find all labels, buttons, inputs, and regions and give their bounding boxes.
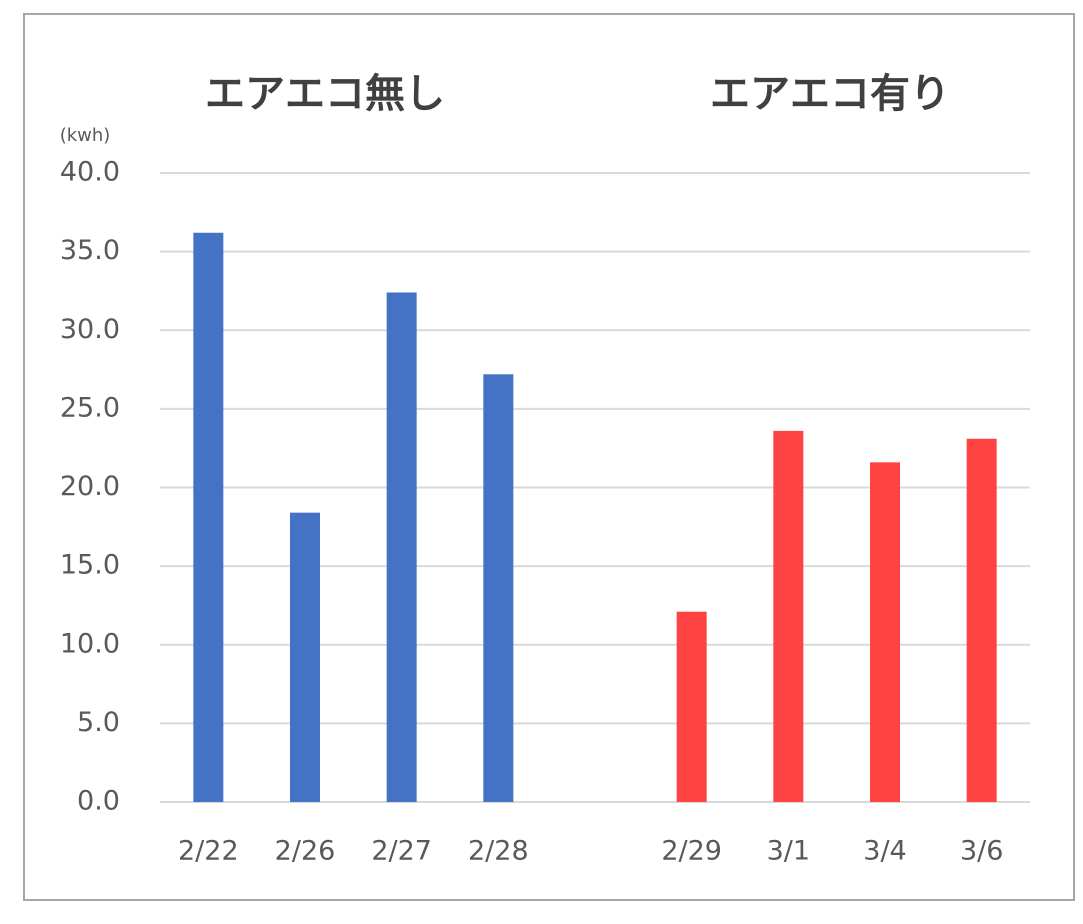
chart-frame [23, 13, 1075, 901]
y-tick-label: 20.0 [60, 471, 120, 502]
x-tick-label: 2/28 [468, 836, 529, 867]
y-tick-label: 30.0 [60, 314, 120, 345]
bar [773, 430, 804, 802]
y-tick-label: 35.0 [60, 235, 120, 266]
unit-label: (kwh) [60, 125, 111, 146]
bar [386, 292, 417, 802]
group-label: エアエコ無し [205, 71, 445, 117]
y-tick-label: 10.0 [60, 628, 120, 659]
bar [966, 438, 997, 802]
bar [193, 232, 224, 802]
x-tick-label: 3/1 [767, 836, 810, 867]
x-tick-label: 2/27 [371, 836, 432, 867]
y-tick-label: 40.0 [60, 157, 120, 188]
group-label: エアエコ有り [710, 71, 950, 117]
bar [483, 374, 514, 802]
x-tick-label: 2/29 [661, 836, 722, 867]
bar [290, 512, 320, 802]
x-tick-label: 3/6 [960, 836, 1003, 867]
x-tick-label: 2/22 [178, 836, 239, 867]
x-tick-label: 2/26 [275, 836, 336, 867]
y-tick-label: 15.0 [60, 550, 120, 581]
x-tick-label: 3/4 [863, 836, 906, 867]
y-tick-label: 0.0 [77, 786, 120, 817]
bar [676, 611, 707, 802]
y-tick-label: 5.0 [77, 707, 120, 738]
bar [870, 462, 900, 802]
y-tick-label: 25.0 [60, 392, 120, 423]
